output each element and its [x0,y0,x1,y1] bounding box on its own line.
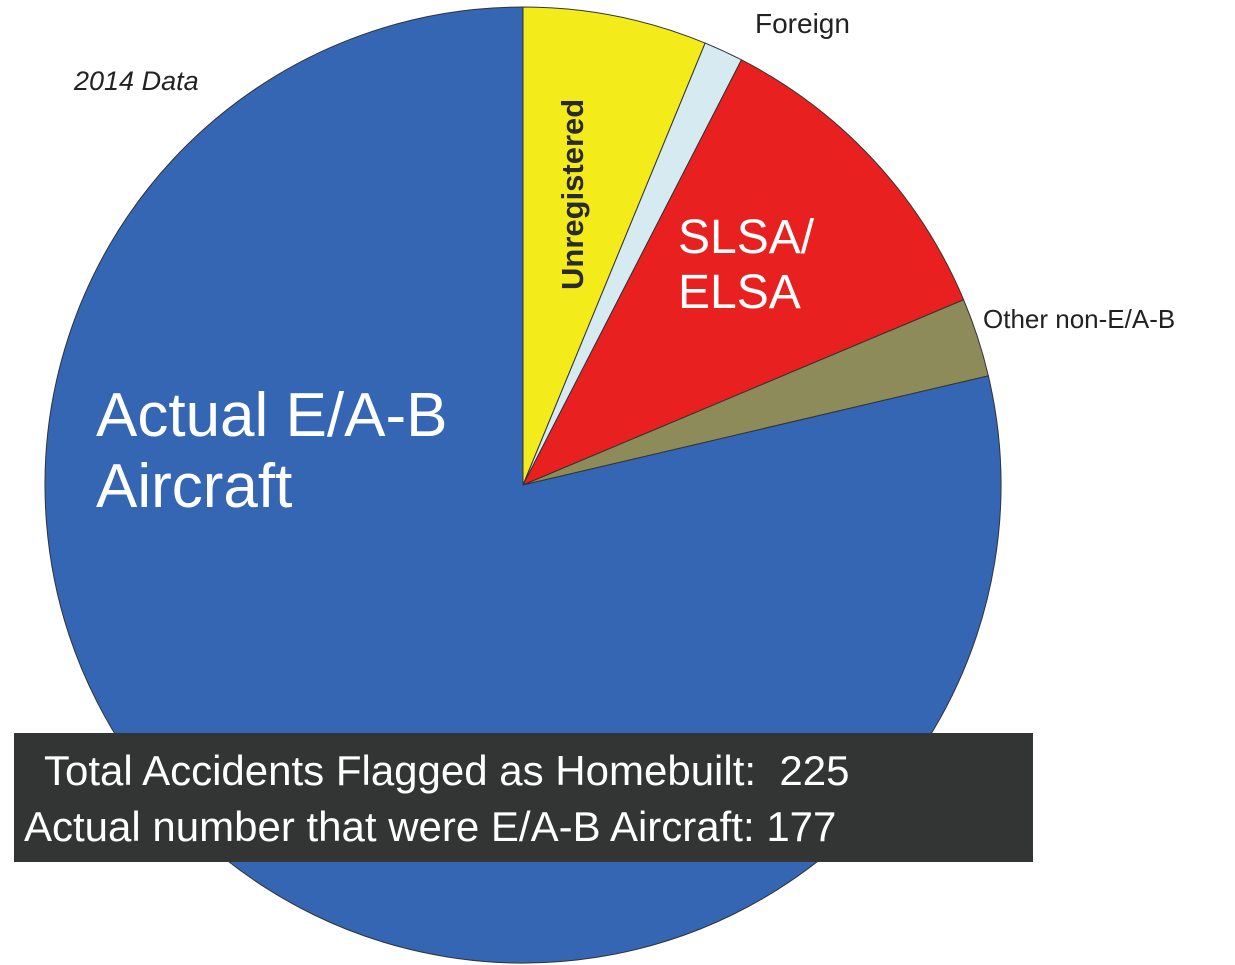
pie-slice [522,6,706,486]
subtitle: 2014 Data [74,66,199,96]
annotation-text: Actual number that were E/A-B Aircraft: [24,803,755,850]
pie-slice [521,59,965,486]
annotation-box: Total Accidents Flagged as Homebuilt: 22… [14,733,1033,862]
annotation-text: Total Accidents Flagged as Homebuilt: [44,747,757,794]
slice-label: SLSA/ ELSA [678,211,815,320]
annotation-value: 225 [779,747,850,794]
slice-label: Other non-E/A-B [983,304,1176,334]
slice-label: Actual E/A-B Aircraft [96,381,448,522]
annotation: Actual number that were E/A-B Aircraft: … [14,799,1033,855]
annotation: Total Accidents Flagged as Homebuilt: 22… [14,743,1033,799]
slice-label: Foreign [755,8,850,39]
slice-label: Unregistered [555,98,590,290]
annotation-value: 177 [766,803,837,850]
